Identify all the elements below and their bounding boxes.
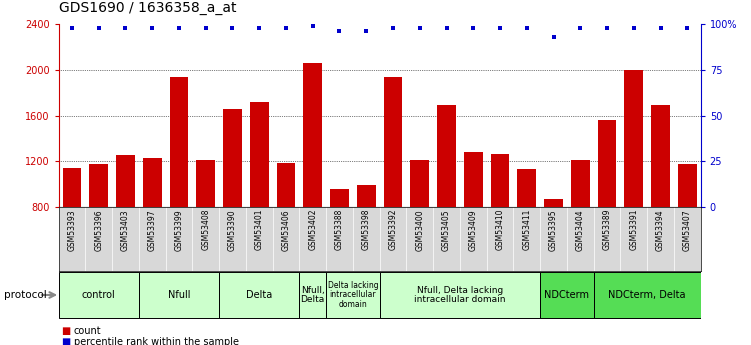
- Text: GSM53407: GSM53407: [683, 209, 692, 250]
- Point: [92, 25, 104, 31]
- Point: [280, 25, 292, 31]
- Point: [547, 34, 559, 40]
- Point: [306, 23, 318, 29]
- Point: [467, 25, 479, 31]
- Text: GSM53390: GSM53390: [228, 209, 237, 250]
- Point: [253, 25, 265, 31]
- FancyBboxPatch shape: [380, 272, 540, 318]
- Bar: [330, 189, 349, 298]
- Bar: [89, 164, 108, 298]
- Text: ■: ■: [62, 326, 71, 335]
- Bar: [517, 169, 536, 298]
- Point: [119, 25, 131, 31]
- Text: GDS1690 / 1636358_a_at: GDS1690 / 1636358_a_at: [59, 1, 236, 15]
- Point: [146, 25, 158, 31]
- Text: GSM53400: GSM53400: [415, 209, 424, 250]
- Bar: [384, 77, 403, 298]
- Bar: [410, 160, 429, 298]
- Text: GSM53402: GSM53402: [308, 209, 317, 250]
- Text: GSM53394: GSM53394: [656, 209, 665, 250]
- Point: [66, 25, 78, 31]
- FancyBboxPatch shape: [540, 272, 593, 318]
- Point: [227, 25, 239, 31]
- Text: GSM53404: GSM53404: [576, 209, 585, 250]
- Text: GSM53405: GSM53405: [442, 209, 451, 250]
- Text: GSM53401: GSM53401: [255, 209, 264, 250]
- Point: [575, 25, 587, 31]
- Bar: [437, 105, 456, 298]
- Text: GSM53403: GSM53403: [121, 209, 130, 250]
- Bar: [464, 152, 483, 298]
- Bar: [143, 158, 161, 298]
- Text: Delta lacking
intracellular
domain: Delta lacking intracellular domain: [327, 281, 379, 309]
- Text: NDCterm: NDCterm: [544, 290, 590, 300]
- Point: [414, 25, 426, 31]
- Point: [601, 25, 613, 31]
- Text: NDCterm, Delta: NDCterm, Delta: [608, 290, 686, 300]
- Text: GSM53411: GSM53411: [522, 209, 531, 250]
- FancyBboxPatch shape: [59, 272, 139, 318]
- Point: [360, 29, 372, 34]
- Bar: [624, 70, 643, 298]
- Text: GSM53410: GSM53410: [496, 209, 505, 250]
- Point: [520, 25, 532, 31]
- Text: Nfull, Delta lacking
intracellular domain: Nfull, Delta lacking intracellular domai…: [414, 286, 505, 304]
- FancyBboxPatch shape: [139, 272, 219, 318]
- Bar: [651, 105, 670, 298]
- Text: Delta: Delta: [246, 290, 273, 300]
- Point: [494, 25, 506, 31]
- Bar: [544, 199, 563, 298]
- Bar: [223, 109, 242, 298]
- Bar: [196, 160, 215, 298]
- Bar: [276, 163, 295, 298]
- Bar: [598, 120, 617, 298]
- FancyBboxPatch shape: [326, 272, 380, 318]
- Text: GSM53395: GSM53395: [549, 209, 558, 250]
- Text: count: count: [74, 326, 101, 335]
- Point: [655, 25, 667, 31]
- Point: [681, 25, 693, 31]
- Point: [441, 25, 453, 31]
- Text: GSM53406: GSM53406: [282, 209, 291, 250]
- Point: [200, 25, 212, 31]
- FancyBboxPatch shape: [300, 272, 326, 318]
- Text: GSM53396: GSM53396: [94, 209, 103, 250]
- Text: GSM53391: GSM53391: [629, 209, 638, 250]
- Text: GSM53392: GSM53392: [388, 209, 397, 250]
- Text: control: control: [82, 290, 116, 300]
- FancyBboxPatch shape: [219, 272, 300, 318]
- Text: GSM53399: GSM53399: [174, 209, 183, 250]
- Text: Nfull,
Delta: Nfull, Delta: [300, 286, 325, 304]
- Text: ■: ■: [62, 337, 71, 345]
- Text: Nfull: Nfull: [167, 290, 190, 300]
- Bar: [170, 77, 189, 298]
- Bar: [357, 185, 376, 298]
- FancyBboxPatch shape: [593, 272, 701, 318]
- Point: [333, 29, 345, 34]
- Point: [173, 25, 185, 31]
- Text: GSM53409: GSM53409: [469, 209, 478, 250]
- Text: GSM53389: GSM53389: [602, 209, 611, 250]
- Bar: [571, 160, 590, 298]
- Point: [628, 25, 640, 31]
- Bar: [62, 168, 81, 298]
- Text: protocol: protocol: [4, 290, 47, 300]
- Text: GSM53388: GSM53388: [335, 209, 344, 250]
- Bar: [303, 63, 322, 298]
- Bar: [250, 102, 269, 298]
- Bar: [678, 164, 697, 298]
- Bar: [116, 155, 135, 298]
- Text: GSM53397: GSM53397: [148, 209, 157, 250]
- Text: GSM53398: GSM53398: [362, 209, 371, 250]
- Text: percentile rank within the sample: percentile rank within the sample: [74, 337, 239, 345]
- Text: GSM53408: GSM53408: [201, 209, 210, 250]
- Bar: [490, 155, 509, 298]
- Point: [387, 25, 399, 31]
- Text: GSM53393: GSM53393: [68, 209, 77, 250]
